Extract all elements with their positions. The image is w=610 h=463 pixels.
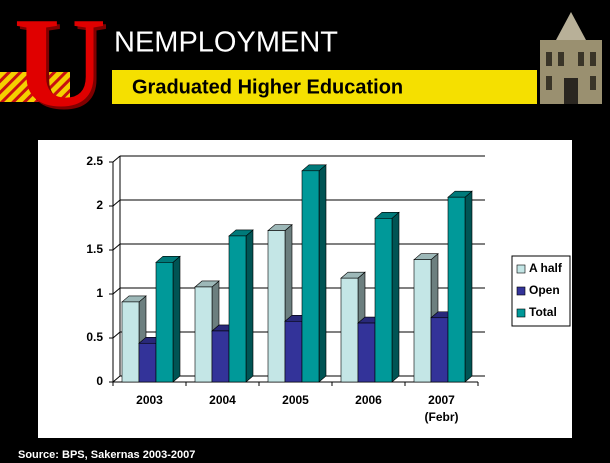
bar-side (319, 165, 326, 382)
x-tick-label: 2004 (193, 392, 253, 409)
bar-front (431, 318, 448, 382)
x-tick-label: 2006 (339, 392, 399, 409)
legend-swatch (517, 287, 525, 295)
y-tick-label: 0.5 (86, 330, 103, 344)
legend-label: Total (529, 305, 557, 319)
bar-front (358, 323, 375, 382)
legend-swatch (517, 309, 525, 317)
building-icon (540, 12, 602, 104)
y-tick-label: 2.5 (86, 154, 103, 168)
bar-front (139, 343, 156, 382)
bar-front (285, 321, 302, 382)
bar-front (195, 287, 212, 382)
title-letter: U (14, 0, 106, 133)
slide: U U NEMPLOYMENT Graduated Higher Educati… (0, 0, 610, 463)
bar-front (448, 197, 465, 382)
bar-front (341, 278, 358, 382)
x-tick-label: 2003 (120, 392, 180, 409)
bar-front (302, 171, 319, 382)
bar-front (229, 236, 246, 382)
bar-side (465, 191, 472, 382)
bar-front (414, 260, 431, 382)
y-tick-label: 0 (96, 374, 103, 388)
bar-side (246, 230, 253, 382)
bar-front (375, 218, 392, 382)
y-tick-label: 1 (96, 286, 103, 300)
subtitle: Graduated Higher Education (132, 76, 403, 98)
bar (448, 191, 472, 382)
x-tick-label: 2005 (266, 392, 326, 409)
bar-side (173, 256, 180, 382)
x-tick-label: 2007 (Febr) (412, 392, 472, 426)
bar-front (268, 231, 285, 382)
y-tick-label: 1.5 (86, 242, 103, 256)
bar-front (212, 331, 229, 382)
bar (229, 230, 253, 382)
legend-label: A half (529, 261, 563, 275)
legend-swatch (517, 265, 525, 273)
y-tick-label: 2 (96, 198, 103, 212)
bar-front (156, 262, 173, 382)
bar (156, 256, 180, 382)
bar-front (122, 302, 139, 382)
bar (302, 165, 326, 382)
source-note: Source: BPS, Sakernas 2003-2007 (18, 449, 195, 461)
legend-label: Open (529, 283, 560, 297)
bar (375, 212, 399, 382)
title: NEMPLOYMENT (114, 27, 338, 59)
bar-side (392, 212, 399, 382)
